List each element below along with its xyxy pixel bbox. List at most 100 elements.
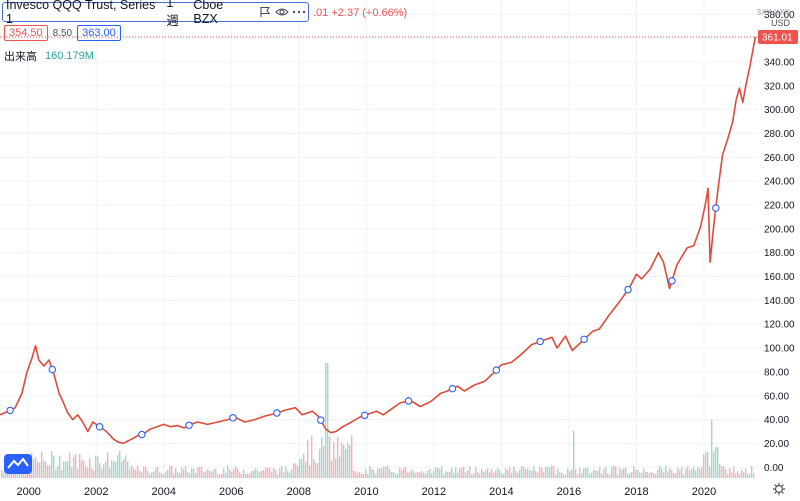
- volume-bar: [135, 469, 137, 478]
- volume-bar: [519, 469, 521, 478]
- volume-bar: [529, 470, 531, 478]
- tradingview-logo-icon[interactable]: [4, 454, 32, 474]
- last-price-tag: 361.01: [758, 29, 798, 44]
- volume-bar: [595, 470, 597, 478]
- volume-bar: [633, 466, 635, 478]
- gear-icon[interactable]: [772, 482, 786, 496]
- volume-bar: [363, 473, 365, 478]
- volume-bar: [679, 469, 681, 478]
- symbol-legend[interactable]: Invesco QQQ Trust, Series 1 1週 Cboe BZX: [2, 0, 309, 28]
- y-tick-label: 160.00: [764, 272, 795, 283]
- volume-bar: [723, 466, 725, 478]
- volume-bar: [167, 470, 169, 478]
- volume-bar: [375, 473, 377, 478]
- volume-bar: [75, 453, 77, 478]
- volume-bar: [607, 473, 609, 478]
- currency-label[interactable]: 3XX XXX USD: [757, 8, 790, 28]
- volume-bar: [713, 451, 715, 478]
- x-tick-label: 2004: [152, 486, 176, 498]
- bid-price[interactable]: 354.50: [4, 25, 48, 41]
- event-marker: [624, 285, 632, 294]
- price-change: .01 +2.37 (+0.66%): [313, 7, 408, 19]
- volume-bar: [735, 473, 737, 478]
- volume-bar: [525, 469, 527, 478]
- volume-bar: [3, 472, 5, 478]
- volume-bar: [677, 467, 679, 478]
- volume-bar: [703, 454, 705, 478]
- volume-bar: [621, 469, 623, 478]
- volume-bar: [383, 466, 385, 478]
- volume-bar: [545, 467, 547, 478]
- last-price-label: 361.01: [762, 32, 793, 43]
- time-axis[interactable]: 2000 2002 2004 2006 2008 2010 2012 2014 2016 2018…: [16, 486, 716, 498]
- volume-bar: [753, 472, 755, 478]
- volume-bar: [401, 469, 403, 478]
- volume-bar: [623, 468, 625, 478]
- volume-bar: [439, 468, 441, 478]
- volume-bar: [149, 473, 151, 478]
- flag-icon[interactable]: [257, 3, 274, 21]
- more-dots-icon[interactable]: [291, 3, 308, 21]
- volume-bar: [391, 472, 393, 478]
- volume-bar: [705, 452, 707, 478]
- price-axis[interactable]: 0.00 20.00 40.00 60.00 80.00 100.00 120.00 140.…: [764, 10, 795, 474]
- volume-bar: [413, 471, 415, 478]
- volume-bar: [71, 467, 73, 478]
- volume-label: 出来高: [4, 51, 37, 63]
- volume-bar: [415, 473, 417, 478]
- volume-bar: [257, 470, 259, 478]
- volume-value: 160.179M: [45, 50, 94, 62]
- price-series: [0, 36, 757, 445]
- eye-icon[interactable]: [274, 3, 291, 21]
- volume-bar: [177, 472, 179, 478]
- volume-bar: [279, 468, 281, 478]
- volume-bar: [165, 471, 167, 478]
- volume-bar: [53, 455, 55, 478]
- volume-bar: [455, 467, 457, 478]
- volume-bar: [195, 473, 197, 478]
- volume-bar: [325, 363, 327, 478]
- volume-bar: [453, 473, 455, 478]
- volume-bar: [37, 461, 39, 478]
- volume-bar: [243, 469, 245, 478]
- volume-bar: [671, 469, 673, 478]
- event-marker: [95, 422, 104, 431]
- volume-bar: [131, 465, 133, 478]
- volume-bar: [655, 473, 657, 478]
- volume-bar: [749, 473, 751, 478]
- volume-bar: [183, 469, 185, 478]
- volume-bar: [19, 472, 21, 478]
- volume-bar: [191, 467, 193, 478]
- volume-bar: [369, 465, 371, 478]
- event-marker: [48, 365, 57, 374]
- volume-bar: [743, 472, 745, 478]
- volume-bar: [393, 471, 395, 478]
- volume-bar: [281, 465, 283, 478]
- event-marker: [360, 411, 369, 420]
- volume-bar: [253, 470, 255, 478]
- volume-bar: [81, 460, 83, 478]
- volume-bar: [597, 470, 599, 478]
- volume-bar: [395, 473, 397, 478]
- volume-bar: [411, 469, 413, 478]
- volume-bar: [337, 437, 339, 478]
- volume-bar: [351, 435, 353, 478]
- volume-bar: [305, 462, 307, 478]
- volume-legend[interactable]: 出来高 160.179M: [4, 48, 94, 64]
- volume-bar: [343, 444, 345, 478]
- ask-price[interactable]: 363.00: [77, 25, 121, 41]
- volume-bar: [139, 470, 141, 478]
- volume-bar: [357, 473, 359, 478]
- volume-bar: [105, 461, 107, 478]
- volume-bar: [421, 470, 423, 478]
- volume-bar: [505, 467, 507, 478]
- volume-bar: [473, 472, 475, 478]
- volume-bar: [355, 471, 357, 478]
- volume-bar: [133, 468, 135, 478]
- volume-bar: [5, 473, 7, 478]
- volume-bar: [321, 437, 323, 478]
- y-tick-label: 380.00: [764, 10, 795, 21]
- volume-bar: [509, 466, 511, 478]
- volume-bar: [389, 468, 391, 478]
